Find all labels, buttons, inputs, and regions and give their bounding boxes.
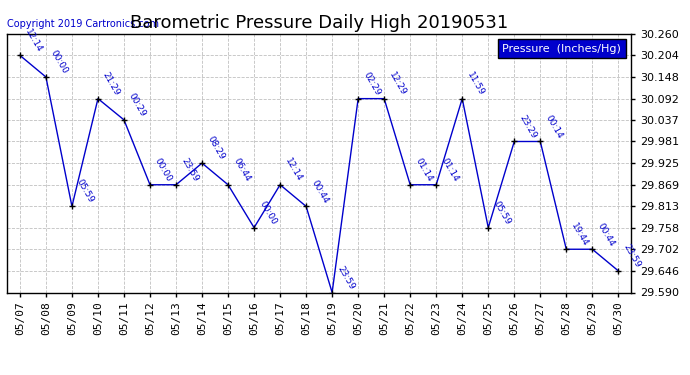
Text: 05:59: 05:59 (491, 199, 512, 226)
Text: 02:29: 02:29 (362, 70, 382, 97)
Text: 00:00: 00:00 (153, 156, 174, 183)
Text: 23:59: 23:59 (179, 156, 200, 183)
Text: 01:14: 01:14 (440, 156, 460, 183)
Text: 23:59: 23:59 (335, 264, 356, 291)
Text: 00:00: 00:00 (49, 48, 70, 75)
Title: Barometric Pressure Daily High 20190531: Barometric Pressure Daily High 20190531 (130, 14, 509, 32)
Text: 11:59: 11:59 (465, 70, 486, 97)
Text: 00:44: 00:44 (309, 178, 330, 205)
Text: 12:14: 12:14 (23, 27, 43, 54)
Text: 01:14: 01:14 (413, 156, 434, 183)
Text: 21:29: 21:29 (101, 70, 121, 97)
Text: 05:59: 05:59 (75, 178, 96, 205)
Text: 23:59: 23:59 (622, 243, 642, 269)
Text: 00:44: 00:44 (595, 221, 616, 248)
Text: 00:00: 00:00 (257, 199, 278, 226)
Text: 23:29: 23:29 (518, 113, 538, 140)
Text: 08:29: 08:29 (205, 135, 226, 162)
Text: 12:14: 12:14 (283, 156, 304, 183)
Legend: Pressure  (Inches/Hg): Pressure (Inches/Hg) (498, 39, 626, 58)
Text: 00:29: 00:29 (127, 92, 148, 118)
Text: 12:29: 12:29 (387, 70, 408, 97)
Text: 06:44: 06:44 (231, 156, 252, 183)
Text: Copyright 2019 Cartronics.com: Copyright 2019 Cartronics.com (7, 19, 159, 28)
Text: 19:44: 19:44 (569, 221, 590, 248)
Text: 00:14: 00:14 (544, 113, 564, 140)
